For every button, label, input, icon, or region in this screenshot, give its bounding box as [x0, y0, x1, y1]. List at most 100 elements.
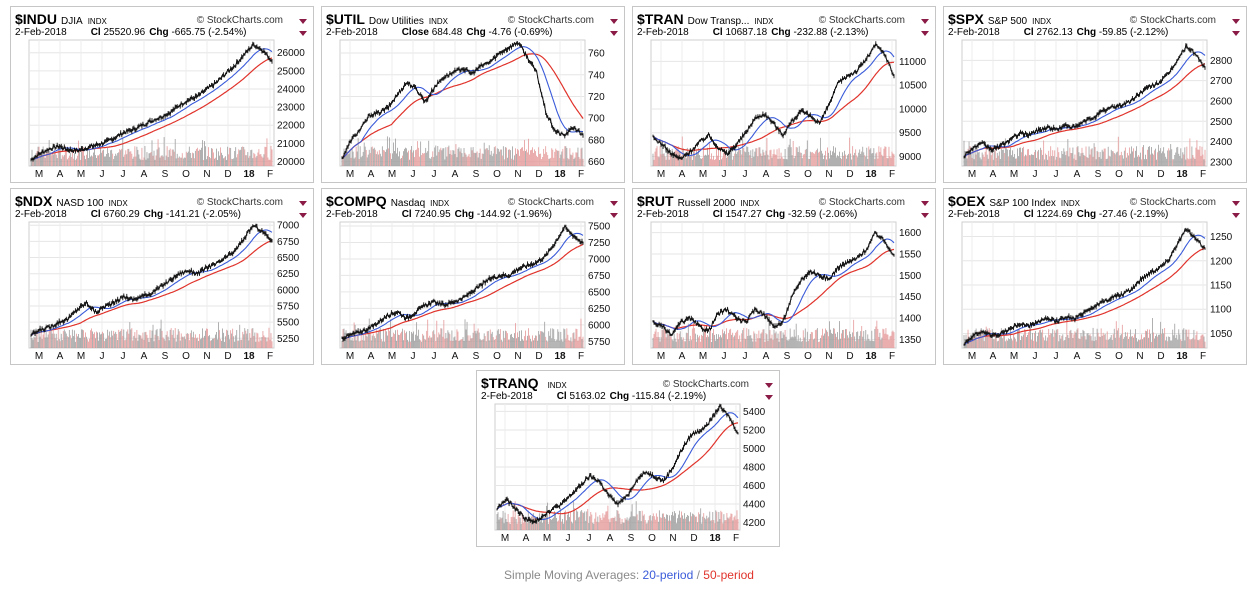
dropdown-arrow-icon[interactable] — [921, 201, 929, 206]
dropdown-arrow-icon[interactable] — [765, 383, 773, 388]
dropdown-arrow-icon[interactable] — [299, 19, 307, 24]
chart-panel-ndx[interactable]: 5250 5500 5750 6000 6250 6500 6750 7000 M A M J J A S O… — [10, 188, 314, 365]
y-tick-label: 680 — [588, 135, 605, 146]
dropdown-arrow-icon[interactable] — [1232, 31, 1240, 36]
volume-bar — [754, 333, 756, 348]
y-tick-label: 11000 — [899, 57, 927, 68]
dropdown-arrow-icon[interactable] — [610, 31, 618, 36]
chart-panel-rut[interactable]: 1350 1400 1450 1500 1550 1600 M A M J J A S O N D 18 F $RU… — [632, 188, 936, 365]
volume-bar — [363, 340, 365, 348]
legend-prefix: Simple Moving Averages: — [504, 568, 643, 582]
volume-bar — [1175, 337, 1177, 348]
volume-bar — [120, 330, 122, 348]
y-tick-label: 5250 — [277, 334, 300, 345]
volume-bar — [249, 333, 251, 348]
x-tick-label: A — [141, 351, 148, 362]
volume-bar — [780, 330, 782, 348]
volume-bar — [732, 159, 734, 166]
volume-bar — [778, 148, 780, 166]
volume-bar — [107, 147, 109, 166]
volume-bar — [565, 338, 567, 348]
volume-bar — [1196, 140, 1198, 166]
volume-bar — [54, 152, 56, 166]
volume-bar — [555, 513, 556, 530]
volume-bar — [731, 146, 733, 166]
volume-bar — [789, 328, 791, 348]
volume-bar — [1024, 156, 1025, 166]
volume-bar — [582, 336, 584, 348]
volume-bar — [1185, 329, 1187, 348]
chart-panel-tran[interactable]: 9000 9500 10000 10500 11000 M A M J J A S O N D 18 F $TRA… — [632, 6, 936, 183]
y-tick-label: 1200 — [1210, 256, 1233, 267]
volume-bar — [1002, 149, 1004, 166]
volume-bar — [172, 149, 174, 166]
y-tick-label: 760 — [588, 49, 605, 60]
volume-bar — [607, 505, 609, 530]
dropdown-arrow-icon[interactable] — [921, 31, 929, 36]
volume-bar — [386, 335, 388, 348]
volume-bar — [262, 157, 264, 166]
volume-bar — [518, 150, 519, 166]
dropdown-arrow-icon[interactable] — [610, 201, 618, 206]
volume-bar — [1140, 339, 1141, 348]
volume-bar — [1127, 155, 1129, 166]
volume-bar — [132, 340, 134, 348]
chart-panel-oex[interactable]: 1050 1100 1150 1200 1250 M A M J J A S O N D 18 F $OEX S&P… — [943, 188, 1247, 365]
dropdown-arrow-icon[interactable] — [921, 19, 929, 24]
x-tick-label: M — [657, 351, 665, 362]
chart-panel-util[interactable]: 660 680 700 720 740 760 M A M J J A S O N D 18 F $UTIL Dow … — [321, 6, 625, 183]
volume-bar — [493, 147, 495, 166]
volume-bar — [547, 155, 549, 166]
chart-panel-tranq[interactable]: 4200 4400 4600 4800 5000 5200 5400 M A M J J A S O N D 18… — [476, 370, 780, 547]
volume-bar — [975, 154, 977, 166]
x-tick-label: O — [493, 169, 501, 180]
dropdown-arrow-icon[interactable] — [921, 213, 929, 218]
dropdown-arrow-icon[interactable] — [299, 213, 307, 218]
volume-bar — [190, 157, 192, 166]
volume-bar — [781, 157, 783, 166]
volume-bar — [1188, 329, 1190, 348]
dropdown-arrow-icon[interactable] — [1232, 213, 1240, 218]
volume-bar — [768, 318, 770, 348]
dropdown-arrow-icon[interactable] — [610, 213, 618, 218]
volume-bar — [730, 146, 732, 166]
dropdown-arrow-icon[interactable] — [1232, 201, 1240, 206]
dropdown-arrow-icon[interactable] — [610, 19, 618, 24]
volume-bar — [692, 320, 694, 348]
volume-bar — [822, 153, 823, 166]
volume-bar — [574, 338, 576, 348]
volume-bar — [1051, 155, 1053, 166]
volume-bar — [570, 337, 572, 348]
volume-bar — [537, 522, 539, 530]
chart-panel-indu[interactable]: 20000 21000 22000 23000 24000 25000 26000 M A M J J… — [10, 6, 314, 183]
chart-panel-compq[interactable]: 5750 6000 6250 6500 6750 7000 7250 7500 M A M J J A S O… — [321, 188, 625, 365]
volume-bar — [385, 331, 387, 348]
volume-bar — [152, 324, 154, 348]
volume-bar — [562, 519, 563, 530]
volume-bar — [211, 148, 212, 166]
volume-bar — [432, 331, 434, 348]
volume-bar — [1128, 336, 1130, 348]
dropdown-arrow-icon[interactable] — [299, 31, 307, 36]
volume-bar — [1126, 152, 1128, 166]
volume-bar — [503, 337, 505, 348]
volume-bar — [76, 336, 78, 348]
volume-bar — [384, 329, 386, 348]
volume-bar — [822, 328, 823, 348]
dropdown-arrow-icon[interactable] — [299, 201, 307, 206]
volume-bar — [995, 332, 997, 348]
volume-bar — [55, 154, 57, 166]
volume-bar — [86, 154, 87, 166]
volume-bar — [412, 333, 413, 348]
volume-bar — [887, 334, 889, 348]
volume-bar — [121, 148, 123, 166]
volume-bar — [1159, 150, 1161, 166]
volume-bar — [413, 150, 414, 166]
volume-bar — [236, 157, 238, 166]
volume-bar — [1040, 329, 1042, 348]
volume-bar — [734, 335, 736, 348]
volume-bar — [735, 332, 737, 348]
chart-panel-spx[interactable]: 2300 2400 2500 2600 2700 2800 M A M J J A S O N D 18 F $SP… — [943, 6, 1247, 183]
dropdown-arrow-icon[interactable] — [1232, 19, 1240, 24]
dropdown-arrow-icon[interactable] — [765, 395, 773, 400]
